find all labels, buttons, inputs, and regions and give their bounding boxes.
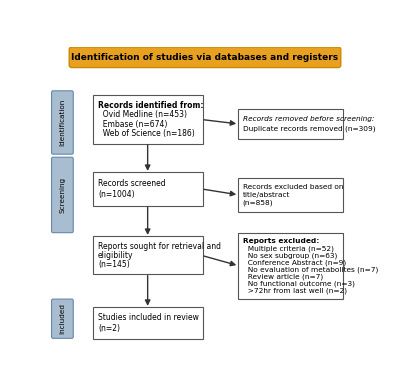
Text: Records removed before screening:: Records removed before screening: bbox=[243, 116, 374, 122]
FancyBboxPatch shape bbox=[52, 157, 73, 233]
Text: Embase (n=674): Embase (n=674) bbox=[98, 120, 167, 129]
FancyBboxPatch shape bbox=[93, 95, 203, 143]
FancyBboxPatch shape bbox=[52, 91, 73, 154]
Text: Duplicate records removed (n=309): Duplicate records removed (n=309) bbox=[243, 126, 376, 132]
Text: title/abstract: title/abstract bbox=[243, 192, 290, 198]
Text: Screening: Screening bbox=[59, 177, 66, 213]
Text: Studies included in review: Studies included in review bbox=[98, 313, 199, 322]
Text: (n=145): (n=145) bbox=[98, 260, 130, 269]
Text: Included: Included bbox=[59, 303, 66, 334]
Text: Review article (n=7): Review article (n=7) bbox=[243, 273, 323, 279]
Text: Multiple criteria (n=52): Multiple criteria (n=52) bbox=[243, 245, 334, 252]
FancyBboxPatch shape bbox=[238, 178, 343, 212]
Text: >72hr from last well (n=2): >72hr from last well (n=2) bbox=[243, 287, 347, 294]
Text: No evaluation of metabolites (n=7): No evaluation of metabolites (n=7) bbox=[243, 266, 378, 272]
Text: Records screened: Records screened bbox=[98, 179, 166, 188]
Text: Identification of studies via databases and registers: Identification of studies via databases … bbox=[72, 53, 338, 62]
Text: Web of Science (n=186): Web of Science (n=186) bbox=[98, 129, 195, 138]
Text: Reports sought for retrieval and: Reports sought for retrieval and bbox=[98, 241, 221, 250]
Text: Records identified from:: Records identified from: bbox=[98, 101, 203, 110]
Text: No functional outcome (n=3): No functional outcome (n=3) bbox=[243, 280, 355, 287]
Text: Conference Abstract (n=9): Conference Abstract (n=9) bbox=[243, 259, 346, 266]
FancyBboxPatch shape bbox=[52, 299, 73, 338]
Text: Records excluded based on: Records excluded based on bbox=[243, 184, 343, 190]
Text: (n=858): (n=858) bbox=[243, 200, 274, 206]
Text: Ovid Medline (n=453): Ovid Medline (n=453) bbox=[98, 110, 187, 119]
Text: (n=1004): (n=1004) bbox=[98, 190, 134, 199]
FancyBboxPatch shape bbox=[93, 307, 203, 339]
Text: No sex subgroup (n=63): No sex subgroup (n=63) bbox=[243, 252, 337, 259]
Text: eligibility: eligibility bbox=[98, 251, 133, 260]
Text: Identification: Identification bbox=[59, 99, 66, 146]
FancyBboxPatch shape bbox=[238, 109, 343, 139]
FancyBboxPatch shape bbox=[69, 47, 341, 67]
FancyBboxPatch shape bbox=[93, 172, 203, 205]
Text: Reports excluded:: Reports excluded: bbox=[243, 238, 319, 244]
FancyBboxPatch shape bbox=[238, 233, 343, 299]
FancyBboxPatch shape bbox=[93, 236, 203, 274]
Text: (n=2): (n=2) bbox=[98, 324, 120, 333]
